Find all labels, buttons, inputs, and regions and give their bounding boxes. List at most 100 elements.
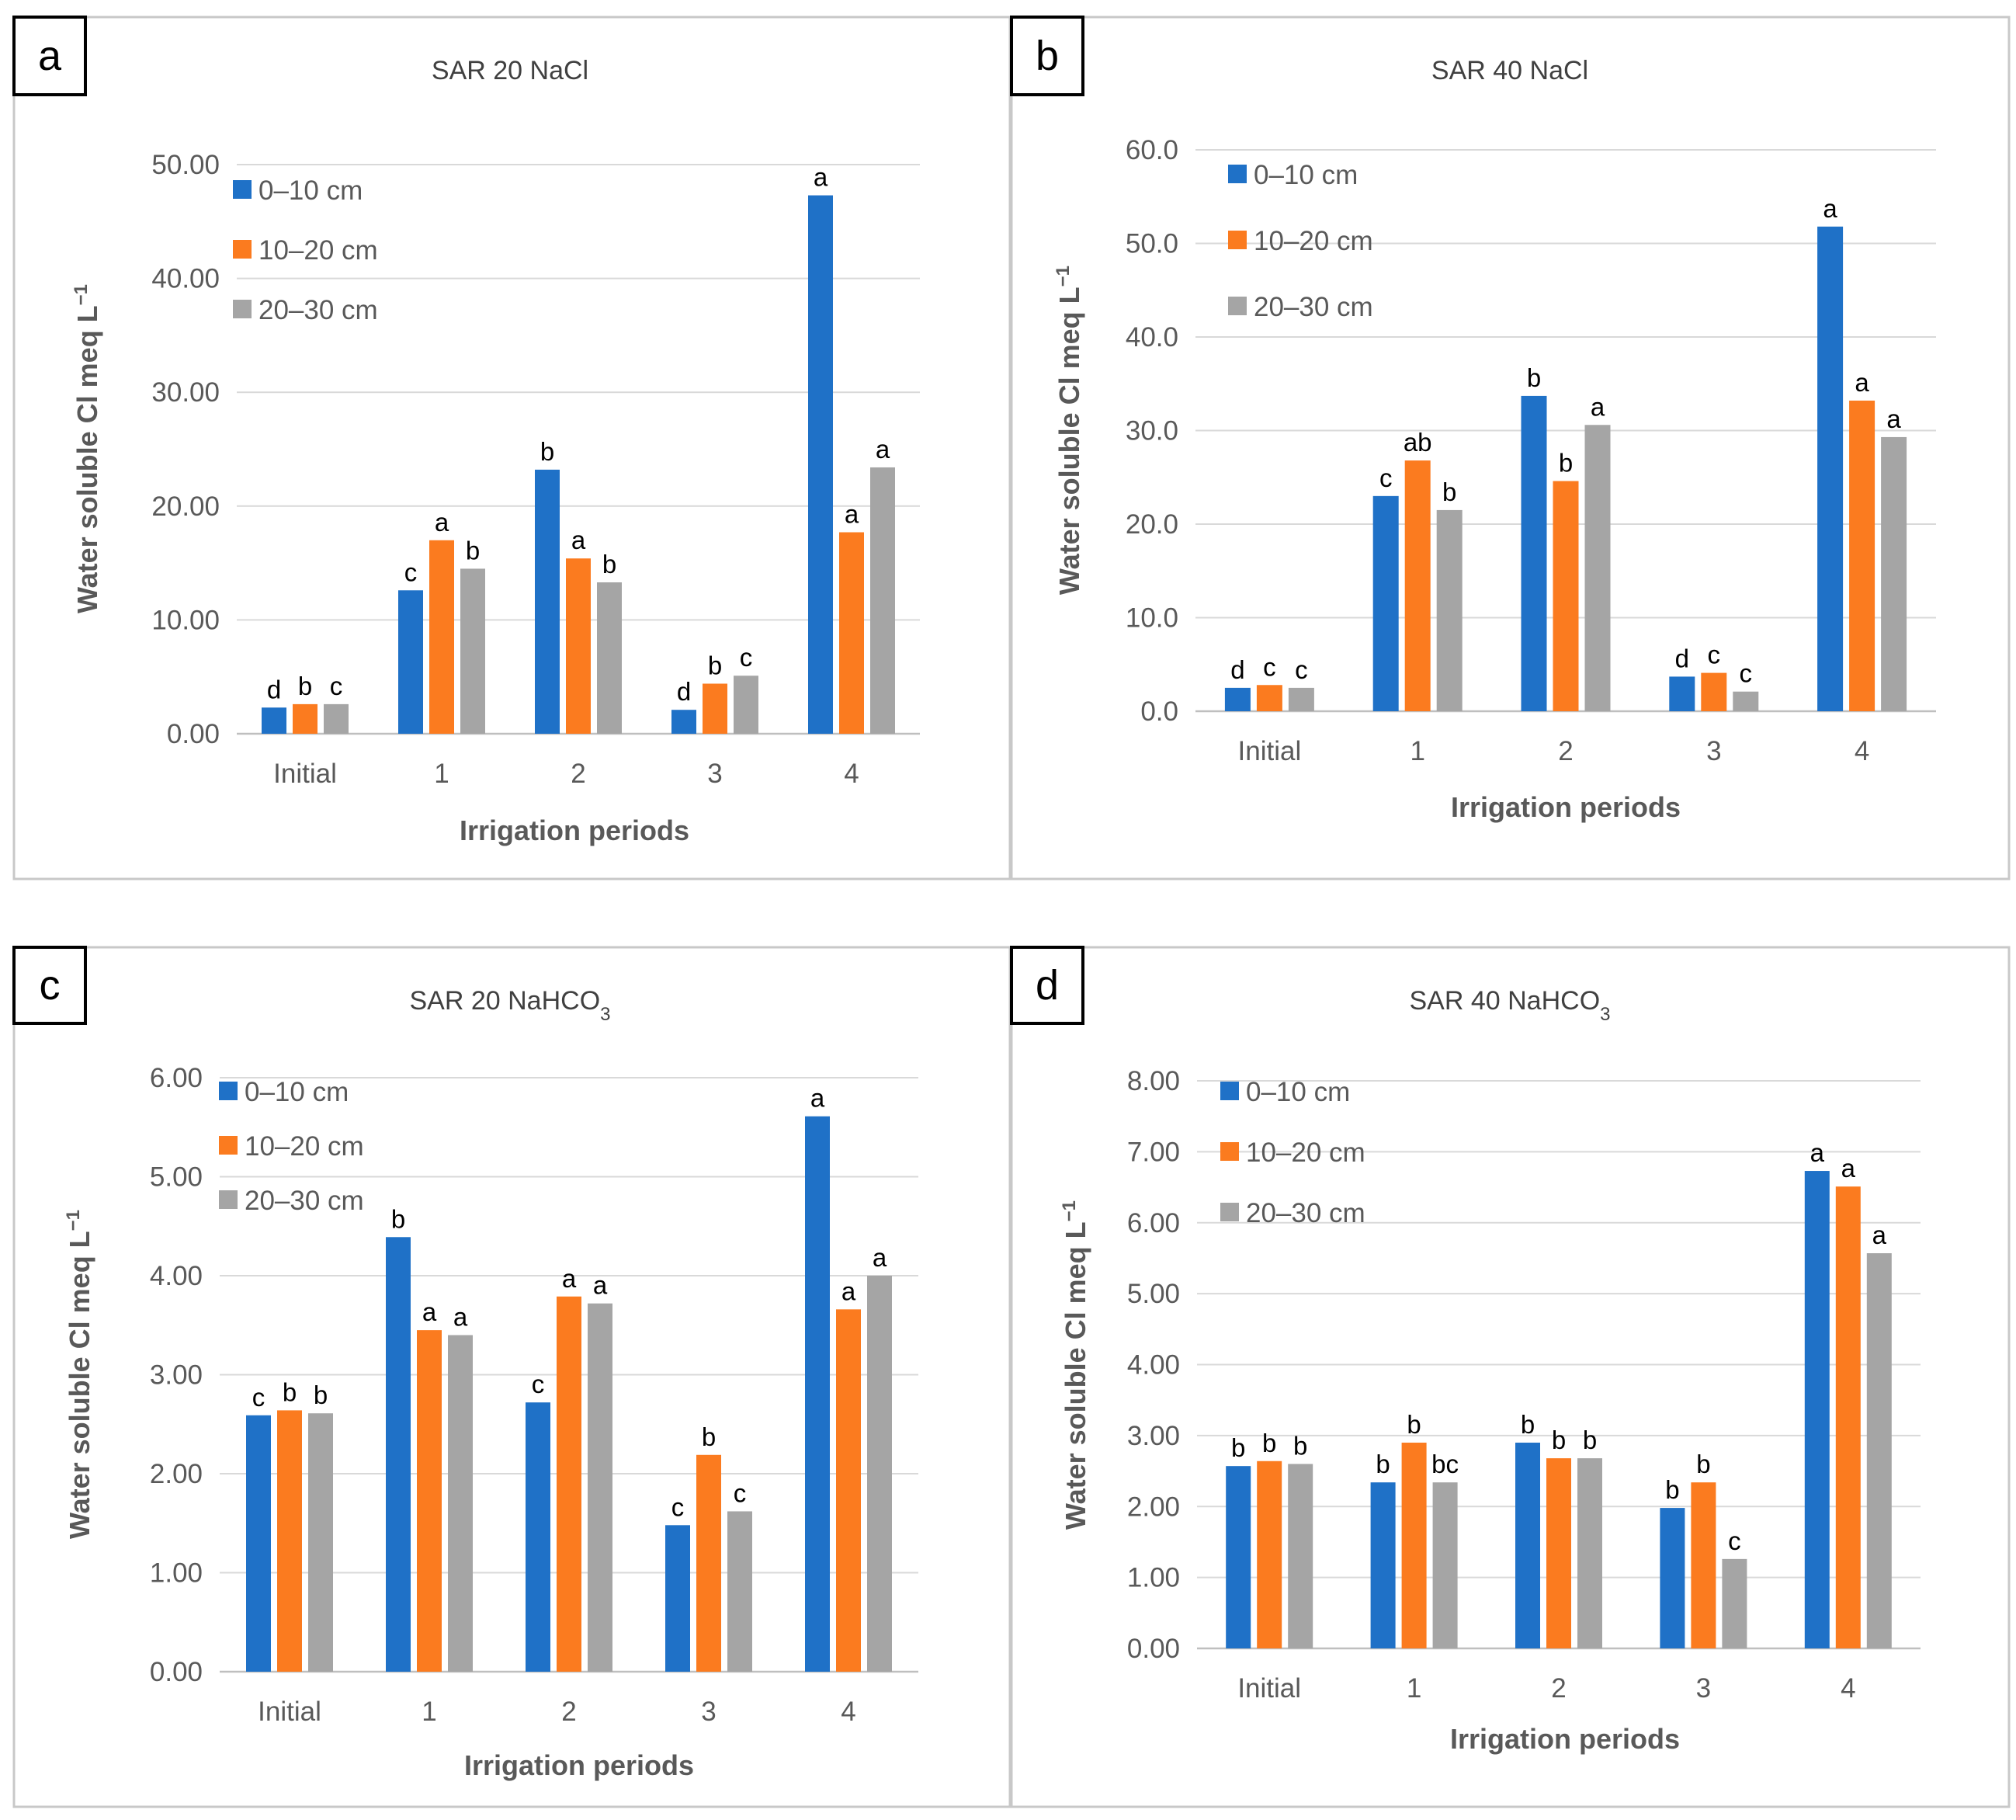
significance-label: a bbox=[435, 508, 449, 537]
legend-swatch bbox=[1228, 297, 1247, 315]
bar bbox=[727, 1511, 752, 1672]
significance-label: b bbox=[391, 1204, 405, 1233]
bar bbox=[1372, 495, 1399, 711]
bar bbox=[1288, 687, 1314, 711]
y-tick-label: 5.00 bbox=[1127, 1279, 1180, 1309]
bar bbox=[429, 540, 454, 734]
significance-label: c bbox=[671, 1492, 685, 1521]
significance-label: b bbox=[1527, 363, 1541, 392]
y-tick-label: 6.00 bbox=[150, 1063, 203, 1093]
y-tick-label: 4.00 bbox=[1127, 1350, 1180, 1381]
x-tick-label: 4 bbox=[841, 1697, 855, 1727]
panel-letter: a bbox=[38, 33, 62, 79]
legend-label: 10–20 cm bbox=[1246, 1138, 1365, 1168]
bar bbox=[308, 1413, 333, 1672]
legend-label: 0–10 cm bbox=[245, 1077, 349, 1107]
x-tick-label: 1 bbox=[1410, 736, 1424, 766]
legend-label: 10–20 cm bbox=[259, 235, 378, 266]
x-tick-label: 3 bbox=[707, 759, 722, 789]
significance-label: a bbox=[1886, 405, 1901, 433]
chart-title: SAR 40 NaHCO3 bbox=[1410, 986, 1611, 1025]
x-tick-label: 3 bbox=[701, 1697, 716, 1727]
x-tick-label: 2 bbox=[561, 1697, 576, 1727]
legend-label: 0–10 cm bbox=[1254, 160, 1358, 190]
chart-title-text: SAR 20 NaHCO bbox=[410, 986, 601, 1016]
significance-label: c bbox=[1263, 652, 1276, 681]
y-tick-label: 2.00 bbox=[150, 1459, 203, 1489]
bar bbox=[1436, 509, 1463, 711]
chart-panel-b: b SAR 40 NaCl 0.0 10.0 20.0 30.0 40.0 50.0 60.0 I… bbox=[1010, 16, 2011, 880]
significance-label: b bbox=[1552, 1426, 1566, 1454]
y-tick-label: 3.00 bbox=[150, 1360, 203, 1391]
significance-label: b bbox=[702, 1422, 716, 1451]
legend-label: 20–30 cm bbox=[1254, 292, 1373, 322]
significance-label: c bbox=[330, 672, 343, 700]
bar bbox=[460, 568, 485, 734]
significance-label: b bbox=[1407, 1410, 1421, 1439]
x-tick-label: 1 bbox=[1407, 1673, 1421, 1704]
bar bbox=[1733, 691, 1759, 711]
x-tick-label: Initial bbox=[1238, 736, 1302, 766]
legend-label: 20–30 cm bbox=[259, 295, 378, 325]
panel-frame bbox=[1010, 946, 2011, 1808]
chart-title-text: SAR 20 NaCl bbox=[432, 56, 588, 85]
chart-title: SAR 20 NaCl bbox=[432, 56, 588, 85]
legend-label: 20–30 cm bbox=[245, 1186, 364, 1216]
legend-label: 10–20 cm bbox=[245, 1131, 364, 1162]
legend-swatch bbox=[1220, 1082, 1239, 1100]
legend-swatch bbox=[1228, 231, 1247, 249]
y-axis-title-superscript: −1 bbox=[63, 1210, 84, 1231]
significance-label: ab bbox=[1404, 428, 1432, 457]
bar bbox=[386, 1237, 411, 1672]
panel-letter: c bbox=[40, 962, 61, 1009]
bar bbox=[1577, 1458, 1602, 1648]
significance-label: a bbox=[422, 1297, 437, 1326]
significance-label: b bbox=[1583, 1426, 1597, 1454]
bar bbox=[1881, 436, 1907, 711]
significance-label: c bbox=[404, 557, 418, 586]
bar bbox=[696, 1454, 721, 1672]
x-tick-label: 4 bbox=[1841, 1673, 1855, 1704]
significance-label: d bbox=[267, 675, 281, 703]
legend-label: 20–30 cm bbox=[1246, 1198, 1365, 1228]
significance-label: a bbox=[1810, 1138, 1825, 1167]
significance-label: b bbox=[1559, 449, 1573, 478]
bar bbox=[1849, 400, 1875, 711]
y-tick-label: 0.00 bbox=[167, 719, 220, 749]
legend-label: 0–10 cm bbox=[259, 175, 363, 206]
x-tick-label: 1 bbox=[422, 1697, 436, 1727]
bar bbox=[839, 532, 864, 734]
bar bbox=[1404, 460, 1431, 711]
x-tick-label: Initial bbox=[1237, 1673, 1301, 1704]
bar bbox=[526, 1402, 550, 1672]
chart-title-text: SAR 40 NaHCO bbox=[1410, 986, 1601, 1016]
bar bbox=[1432, 1482, 1458, 1648]
bar bbox=[1553, 481, 1579, 711]
significance-label: a bbox=[1872, 1221, 1887, 1249]
bar bbox=[1226, 1466, 1251, 1648]
bar bbox=[262, 707, 286, 734]
x-tick-label: 4 bbox=[844, 759, 859, 789]
y-tick-label: 50.00 bbox=[151, 150, 220, 180]
bar bbox=[417, 1330, 442, 1672]
y-tick-label: 7.00 bbox=[1127, 1137, 1180, 1167]
bar bbox=[535, 469, 560, 734]
x-axis-title: Irrigation periods bbox=[1451, 791, 1681, 823]
bar bbox=[836, 1309, 861, 1672]
x-tick-label: 2 bbox=[571, 759, 585, 789]
legend-swatch bbox=[219, 1082, 238, 1100]
bar bbox=[1804, 1171, 1830, 1648]
significance-label: a bbox=[1841, 1154, 1856, 1183]
significance-label: a bbox=[1855, 368, 1869, 397]
significance-label: a bbox=[593, 1271, 608, 1300]
y-tick-label: 5.00 bbox=[150, 1162, 203, 1193]
bar bbox=[1257, 1461, 1282, 1648]
y-tick-label: 50.0 bbox=[1126, 229, 1178, 259]
significance-label: a bbox=[876, 435, 890, 464]
y-axis-title: Water soluble Cl meq L−1 bbox=[1053, 266, 1086, 595]
significance-label: b bbox=[1376, 1450, 1390, 1478]
bar bbox=[1256, 685, 1282, 711]
y-tick-label: 60.0 bbox=[1126, 135, 1178, 165]
legend-swatch bbox=[219, 1190, 238, 1209]
y-axis-title-text: Water soluble Cl meq L bbox=[64, 1231, 95, 1539]
